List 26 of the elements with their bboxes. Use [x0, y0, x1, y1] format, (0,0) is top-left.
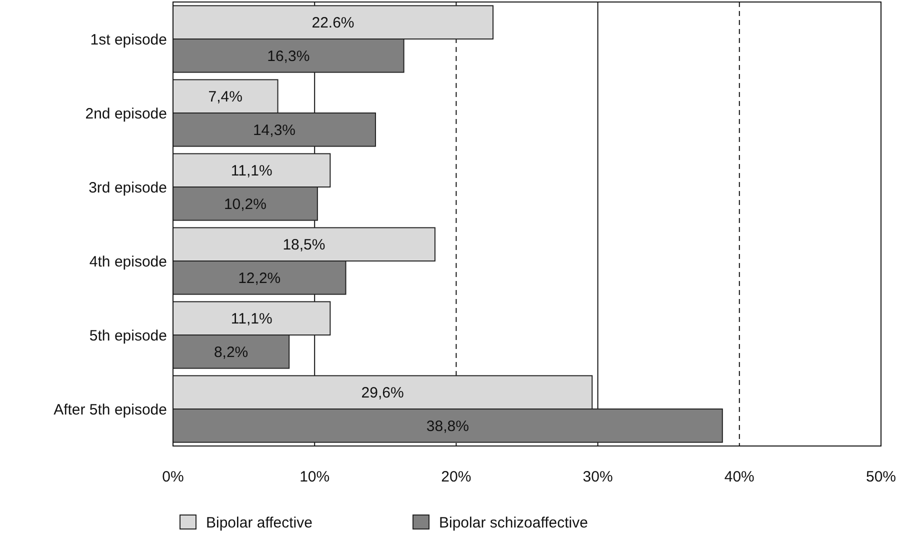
data-label: 18,5%	[282, 236, 326, 254]
data-label: 8,2%	[214, 344, 248, 361]
data-label: 11,1%	[230, 162, 272, 180]
y-tick-label: 2nd episode	[85, 105, 167, 122]
y-tick-label: 4th episode	[89, 253, 167, 270]
data-label: 29,6%	[361, 384, 404, 402]
data-label: 22.6%	[312, 14, 354, 32]
x-tick-label: 0%	[162, 468, 184, 486]
data-label: 10,2%	[224, 196, 266, 213]
y-tick-label: 3rd episode	[88, 179, 167, 196]
x-tick-label: 40%	[724, 468, 754, 486]
data-label: 14,3%	[252, 122, 296, 139]
y-tick-label: 1st episode	[90, 31, 167, 48]
legend-label: Bipolar affective	[206, 514, 312, 532]
x-tick-label: 10%	[300, 468, 330, 486]
data-label: 38,8%	[426, 418, 469, 435]
data-label: 7,4%	[208, 88, 242, 106]
y-tick-label: After 5th episode	[54, 401, 167, 418]
y-tick-label: 5th episode	[89, 327, 167, 344]
data-label: 16,3%	[267, 48, 310, 65]
legend-label: Bipolar schizoaffective	[439, 514, 588, 532]
x-tick-label: 20%	[441, 468, 472, 486]
data-label: 11,1%	[230, 310, 272, 328]
x-tick-label: 50%	[866, 468, 896, 486]
x-tick-label: 30%	[582, 468, 613, 486]
data-label: 12,2%	[238, 270, 281, 287]
